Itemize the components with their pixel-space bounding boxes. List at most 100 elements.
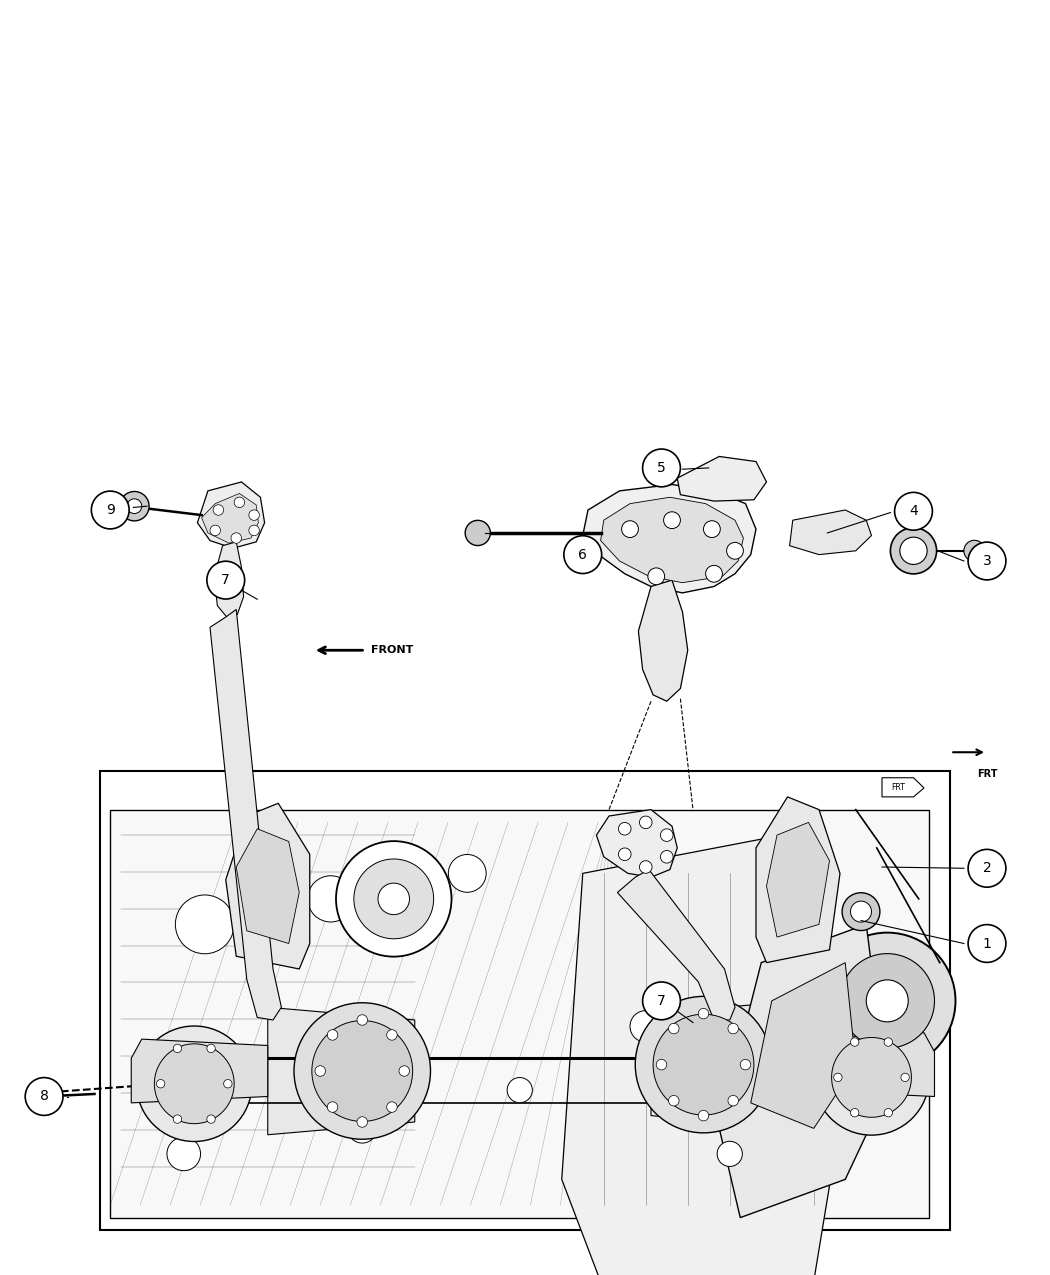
Polygon shape: [617, 870, 735, 1020]
Circle shape: [564, 536, 602, 574]
Circle shape: [648, 567, 665, 585]
Circle shape: [832, 1038, 911, 1117]
Polygon shape: [197, 482, 265, 548]
Circle shape: [207, 1114, 215, 1123]
Circle shape: [884, 1038, 892, 1047]
Circle shape: [213, 505, 224, 515]
Circle shape: [618, 822, 631, 835]
Circle shape: [964, 541, 985, 561]
Circle shape: [639, 816, 652, 829]
Circle shape: [348, 1113, 377, 1144]
Polygon shape: [110, 810, 929, 1218]
Text: 9: 9: [106, 504, 114, 516]
Circle shape: [728, 1095, 738, 1105]
Circle shape: [224, 1080, 232, 1088]
Circle shape: [656, 1060, 667, 1070]
Circle shape: [167, 1137, 201, 1170]
Circle shape: [507, 1077, 532, 1103]
Circle shape: [399, 1066, 410, 1076]
Circle shape: [900, 537, 927, 565]
Text: 7: 7: [657, 994, 666, 1007]
Polygon shape: [202, 493, 258, 543]
Circle shape: [175, 895, 234, 954]
Circle shape: [249, 525, 259, 536]
Text: 1: 1: [983, 937, 991, 950]
Circle shape: [968, 924, 1006, 963]
Text: FRT: FRT: [890, 783, 905, 793]
Polygon shape: [131, 1039, 268, 1103]
Circle shape: [308, 876, 354, 922]
Circle shape: [315, 1066, 326, 1076]
Circle shape: [234, 497, 245, 507]
Text: FRT: FRT: [976, 769, 997, 779]
Polygon shape: [583, 484, 756, 593]
Circle shape: [850, 1038, 859, 1047]
Circle shape: [890, 528, 937, 574]
Circle shape: [727, 542, 743, 560]
Text: 5: 5: [657, 462, 666, 474]
Circle shape: [704, 520, 720, 538]
Bar: [100, 771, 950, 1230]
Polygon shape: [210, 609, 281, 1020]
Text: 8: 8: [40, 1090, 48, 1103]
Circle shape: [740, 1060, 751, 1070]
Polygon shape: [766, 822, 830, 937]
Circle shape: [156, 1080, 165, 1088]
Circle shape: [643, 449, 680, 487]
Circle shape: [26, 1082, 54, 1111]
Circle shape: [664, 511, 680, 529]
Circle shape: [901, 1074, 909, 1081]
Circle shape: [639, 861, 652, 873]
Circle shape: [120, 491, 149, 521]
Polygon shape: [651, 1001, 798, 1128]
Polygon shape: [790, 510, 872, 555]
Circle shape: [336, 842, 452, 956]
Circle shape: [814, 1020, 929, 1135]
Circle shape: [210, 525, 220, 536]
Circle shape: [669, 1095, 679, 1105]
Polygon shape: [882, 778, 924, 797]
Circle shape: [357, 1015, 367, 1025]
Text: 2: 2: [983, 862, 991, 875]
Polygon shape: [798, 1033, 934, 1096]
Circle shape: [866, 980, 908, 1021]
Circle shape: [622, 520, 638, 538]
Circle shape: [895, 492, 932, 530]
Text: 4: 4: [909, 505, 918, 518]
Text: 6: 6: [579, 548, 587, 561]
Circle shape: [33, 1089, 47, 1104]
Circle shape: [618, 848, 631, 861]
Circle shape: [354, 859, 434, 938]
Polygon shape: [226, 803, 310, 969]
Polygon shape: [677, 456, 766, 501]
Circle shape: [834, 1074, 842, 1081]
Circle shape: [728, 1024, 738, 1034]
Circle shape: [653, 1014, 754, 1116]
Circle shape: [91, 491, 129, 529]
Circle shape: [173, 1044, 182, 1053]
Circle shape: [207, 1044, 215, 1053]
Circle shape: [328, 1030, 338, 1040]
Circle shape: [328, 1102, 338, 1112]
Text: FRONT: FRONT: [371, 645, 413, 655]
Circle shape: [386, 1102, 397, 1112]
Circle shape: [25, 1077, 63, 1116]
Polygon shape: [638, 580, 688, 701]
Circle shape: [357, 1117, 367, 1127]
Circle shape: [717, 1141, 742, 1167]
Text: 3: 3: [983, 555, 991, 567]
Circle shape: [312, 1020, 413, 1122]
Circle shape: [698, 1111, 709, 1121]
Circle shape: [249, 510, 259, 520]
Polygon shape: [236, 829, 299, 944]
Polygon shape: [214, 542, 244, 617]
Circle shape: [968, 542, 1006, 580]
Circle shape: [448, 854, 486, 892]
Polygon shape: [719, 924, 887, 1218]
Circle shape: [698, 1009, 709, 1019]
Polygon shape: [268, 1007, 415, 1135]
Polygon shape: [751, 963, 856, 1128]
Polygon shape: [601, 497, 743, 583]
Circle shape: [706, 565, 722, 583]
Circle shape: [643, 982, 680, 1020]
